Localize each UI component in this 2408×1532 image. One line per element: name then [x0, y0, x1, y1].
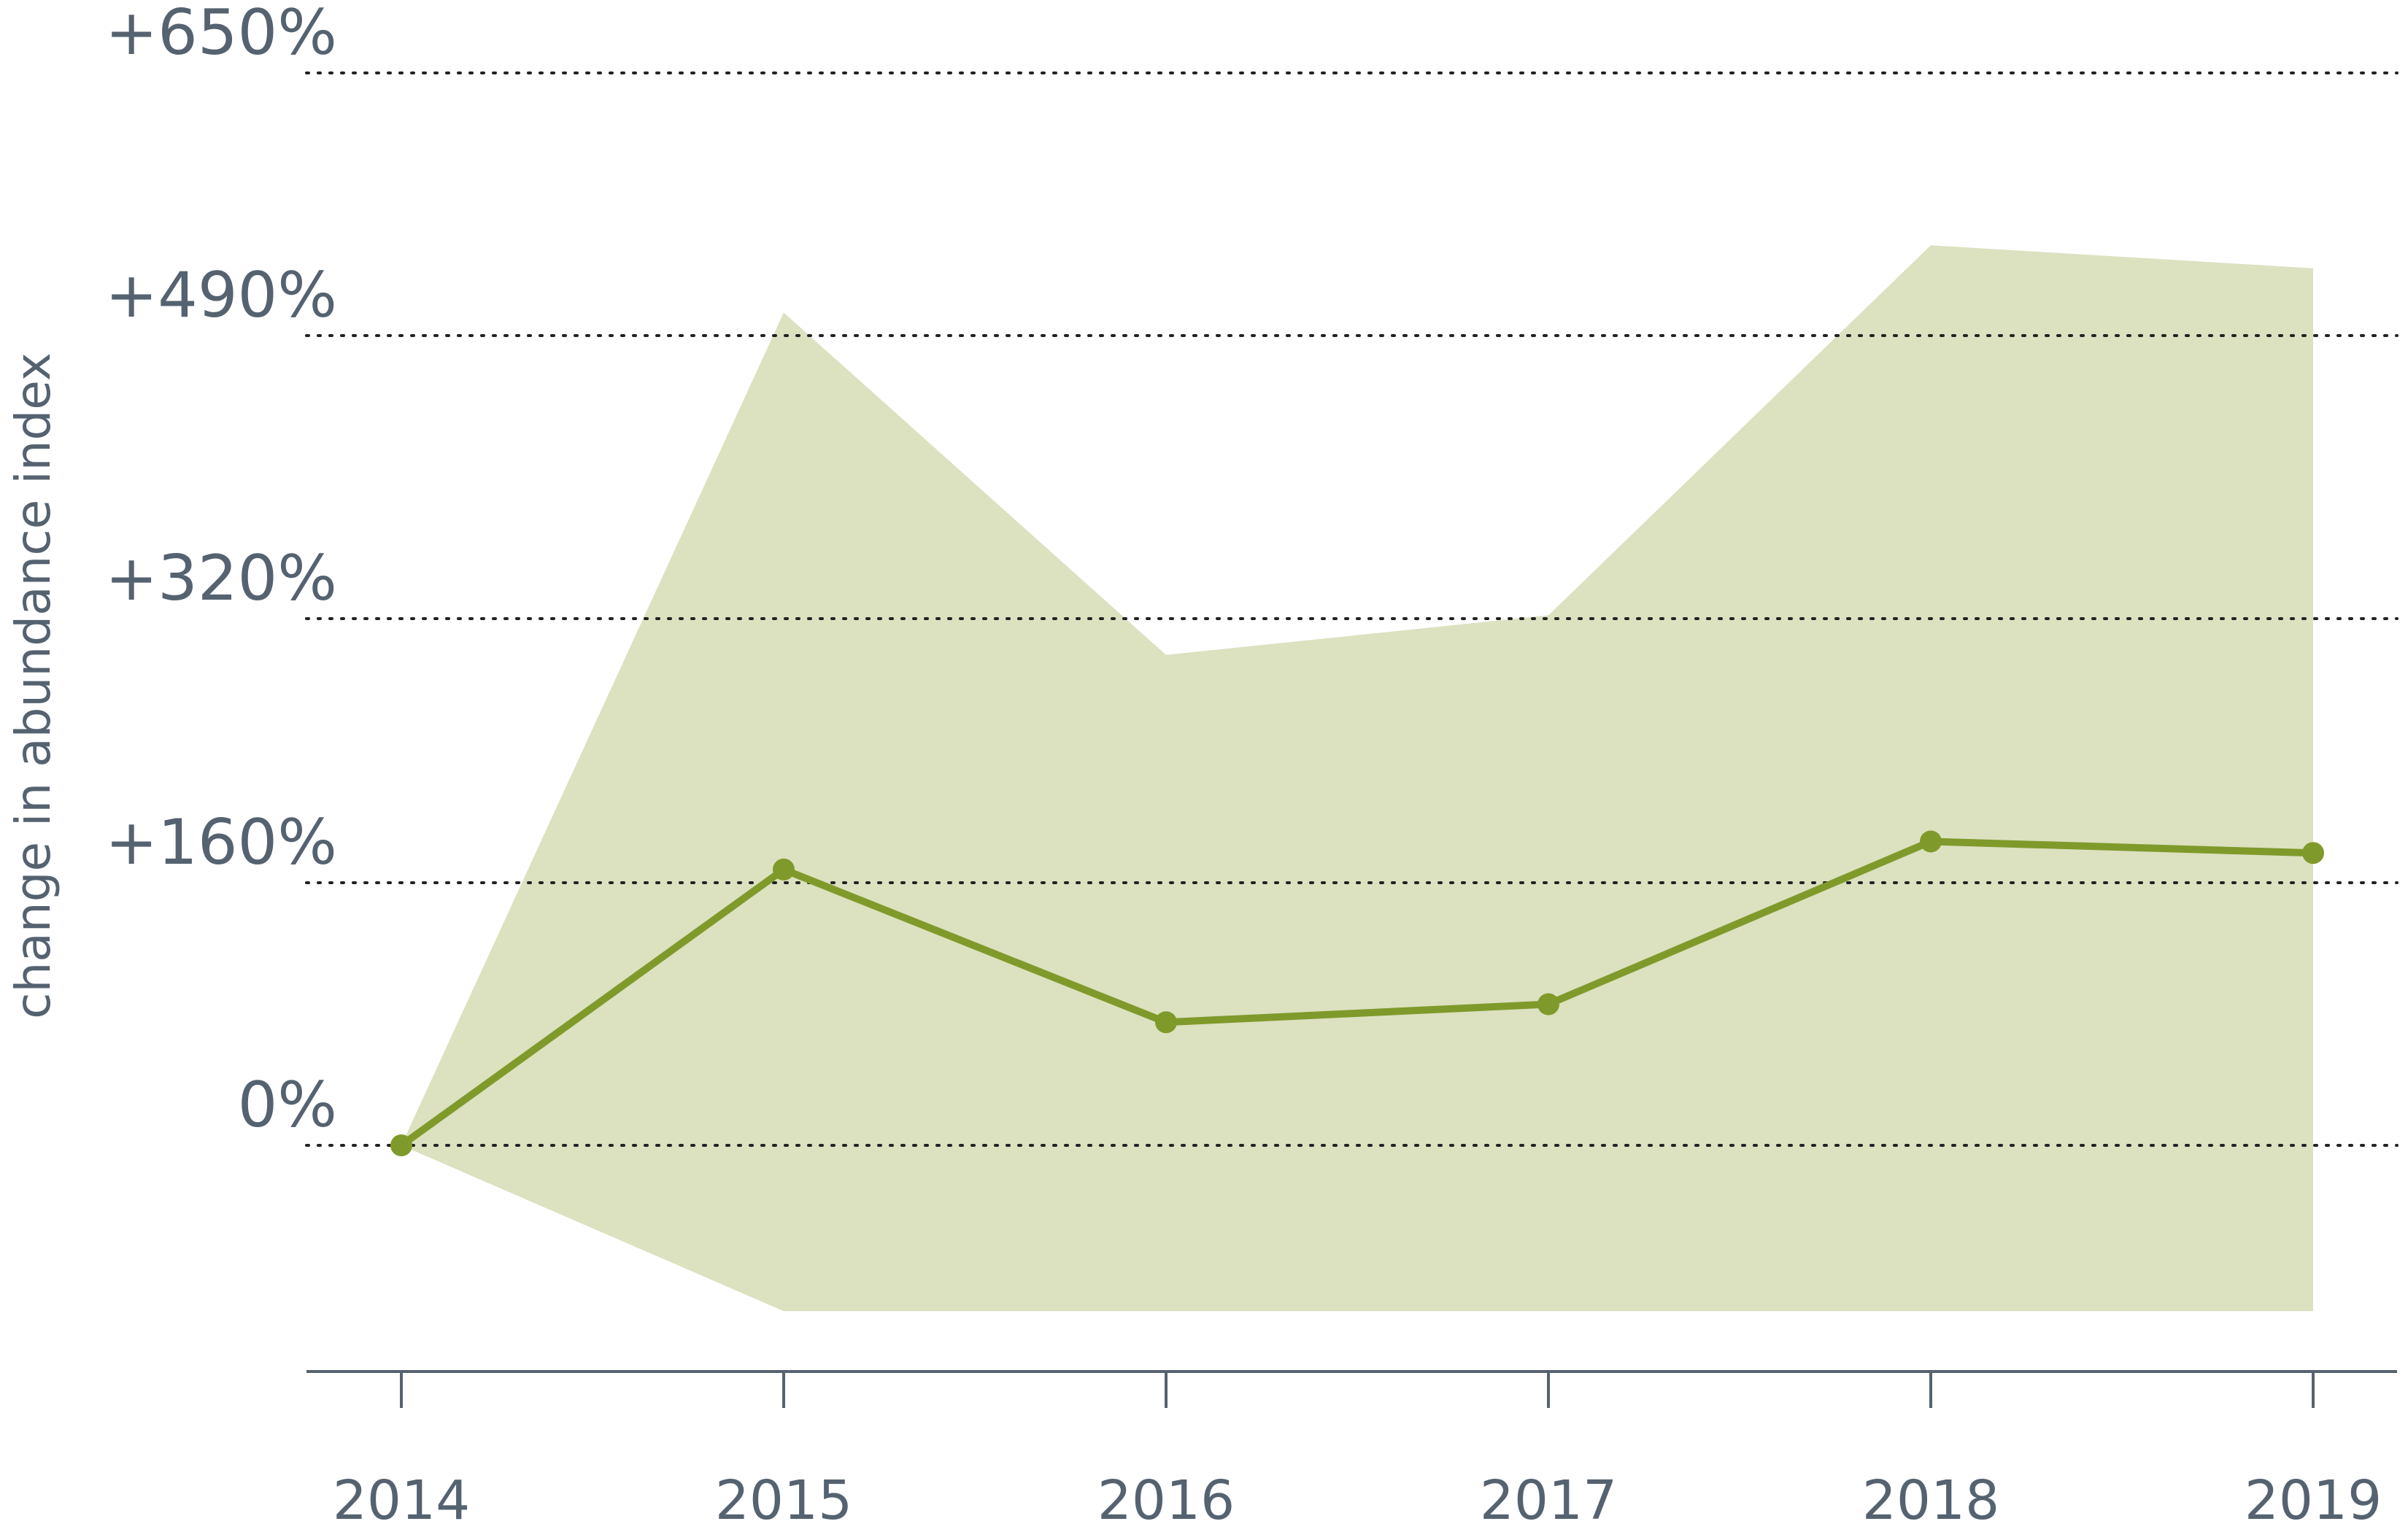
y-axis-ticks: 0% +160% +320% +490% +650%	[105, 0, 337, 1142]
data-point	[1155, 1011, 1177, 1034]
y-tick-label: +490%	[105, 259, 337, 332]
y-tick-label: +160%	[105, 806, 337, 879]
y-tick-label: 0%	[238, 1069, 337, 1142]
data-point	[390, 1134, 412, 1156]
series-line	[398, 837, 2317, 1149]
series-layer	[390, 830, 2324, 1156]
y-tick-label: +650%	[105, 0, 337, 69]
x-tick-label: 2015	[715, 1469, 852, 1532]
x-tick-label: 2017	[1480, 1469, 1617, 1532]
data-point	[1537, 993, 1559, 1015]
data-point	[1920, 830, 1942, 853]
y-tick-label: +320%	[105, 542, 337, 615]
confidence-band	[401, 245, 2313, 1312]
x-axis	[306, 1370, 2397, 1408]
y-axis-label: change in abundance index	[5, 352, 61, 1019]
data-point	[2302, 842, 2324, 864]
gridlines	[305, 71, 2399, 1147]
data-point	[773, 858, 795, 881]
x-axis-ticks: 2014 2015 2016 2017 2018 2019	[333, 1469, 2382, 1532]
x-tick-label: 2014	[333, 1469, 470, 1532]
x-tick-label: 2018	[1862, 1469, 1999, 1532]
x-tick-label: 2019	[2245, 1469, 2382, 1532]
x-tick-label: 2016	[1097, 1469, 1235, 1532]
confidence-band-layer	[401, 245, 2313, 1312]
